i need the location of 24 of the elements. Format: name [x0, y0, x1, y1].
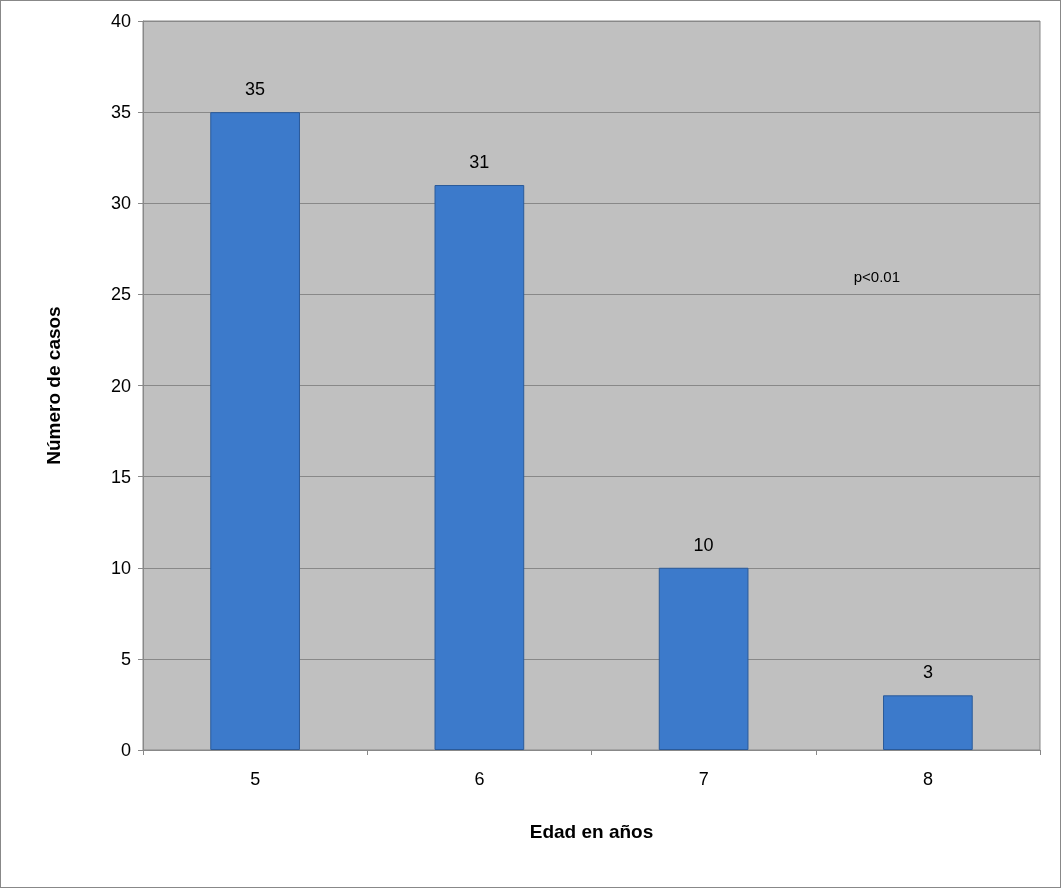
y-tick-label: 15: [110, 466, 131, 487]
bar: [210, 112, 300, 750]
y-axis-title: Número de casos: [43, 306, 64, 465]
y-tick-label: 40: [110, 11, 131, 31]
data-label: 31: [469, 152, 490, 173]
y-tick-label: 25: [110, 284, 131, 305]
data-label: 3: [922, 662, 933, 683]
x-tick-label: 7: [698, 769, 709, 789]
y-tick-label: 0: [120, 740, 131, 760]
bar: [434, 185, 525, 750]
y-tick-label: 5: [120, 648, 131, 669]
data-label: 35: [245, 79, 266, 100]
x-tick-label: 8: [922, 769, 933, 789]
x-tick-label: 6: [474, 769, 485, 789]
y-tick-label: 30: [110, 193, 131, 214]
annotation: p<0.01: [853, 268, 900, 285]
y-tick-label: 20: [110, 375, 131, 396]
x-tick-label: 5: [250, 769, 261, 789]
x-axis-title: Edad en años: [529, 821, 654, 842]
bar: [658, 567, 749, 750]
data-label: 10: [693, 534, 714, 555]
y-tick-label: 35: [110, 102, 131, 123]
bar: [883, 695, 973, 750]
y-tick-label: 10: [110, 557, 131, 578]
